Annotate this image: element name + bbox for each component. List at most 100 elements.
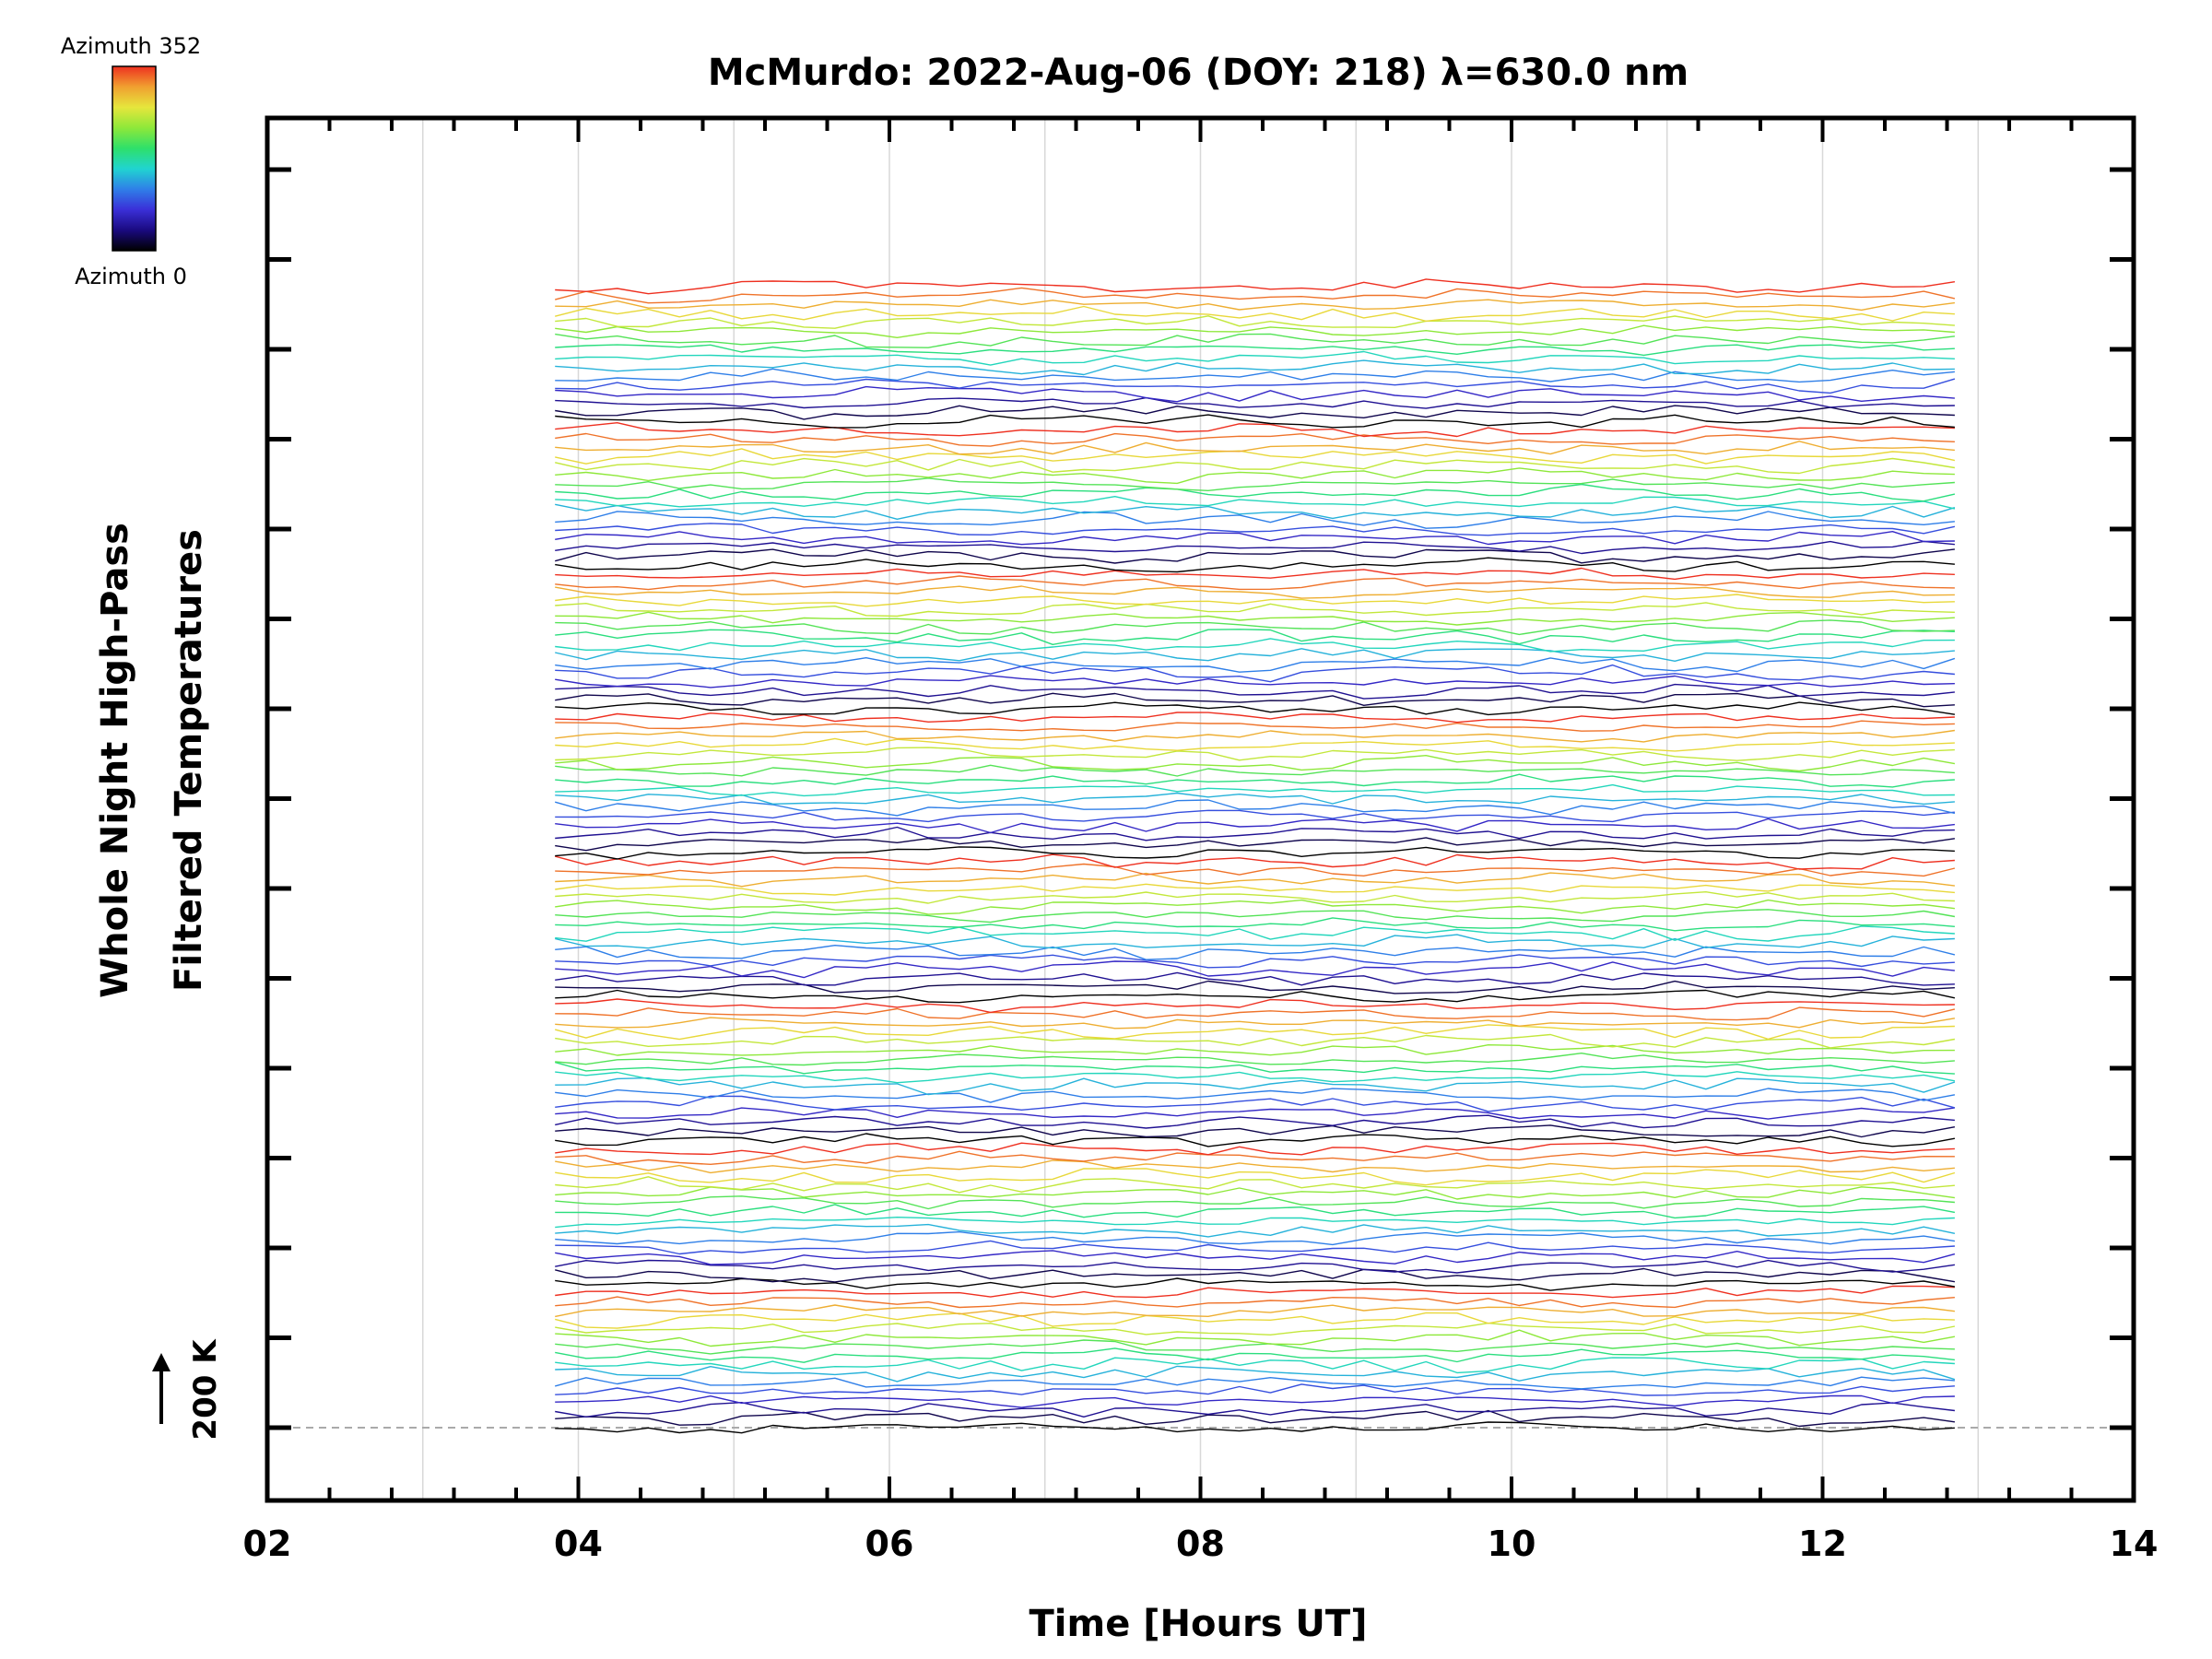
trace-line (555, 944, 1956, 960)
trace-line (555, 1322, 1956, 1336)
trace-line (555, 1142, 1955, 1156)
trace-line (555, 378, 1956, 394)
trace-line (555, 899, 1955, 915)
trace-line (555, 891, 1955, 904)
trace-line (555, 315, 1955, 329)
trace-line (555, 414, 1955, 429)
trace-line (555, 1168, 1956, 1186)
x-tick-label: 08 (1176, 1524, 1225, 1564)
trace-line (555, 1394, 1955, 1408)
trace-line (555, 432, 1955, 447)
trace-line (555, 1259, 1956, 1274)
trace-line (555, 1107, 1956, 1120)
trace-line (555, 1365, 1956, 1382)
axis-ticks (265, 118, 2136, 1500)
trace-line (555, 883, 1955, 896)
trace-line (555, 1347, 1955, 1363)
trace-line (555, 531, 1955, 546)
trace-line (555, 422, 1955, 438)
trace-line (555, 1285, 1955, 1299)
trace-line (555, 998, 1955, 1014)
trace-line (555, 729, 1955, 743)
trace-line (555, 299, 1955, 312)
reference-scale-arrowhead (152, 1353, 171, 1371)
trace-line (555, 692, 1955, 708)
trace-line (555, 523, 1956, 536)
trace-line (555, 448, 1956, 465)
trace-line (555, 1277, 1956, 1291)
trace-line (555, 333, 1955, 348)
trace-line (555, 701, 1956, 716)
trace-line (555, 980, 1955, 994)
trace-line (555, 1267, 1956, 1283)
colorbar-top-label: Azimuth 352 (61, 33, 201, 59)
trace-line (555, 1095, 1956, 1112)
trace-line (555, 305, 1955, 323)
trace-line (555, 1329, 1956, 1347)
x-tick-label: 10 (1488, 1524, 1536, 1564)
trace-line (555, 1376, 1955, 1390)
trace-line (555, 1176, 1955, 1194)
trace-line (555, 783, 1955, 797)
trace-line (555, 1186, 1955, 1200)
trace-line (555, 1401, 1955, 1418)
colorbar-bottom-label: Azimuth 0 (75, 264, 187, 289)
trace-line (555, 540, 1955, 555)
trace-line (555, 675, 1955, 688)
trace-line (555, 683, 1955, 700)
trace-line (555, 1052, 1955, 1066)
trace-line (555, 1204, 1956, 1219)
trace-line (555, 441, 1955, 455)
trace-line (555, 1421, 1955, 1434)
trace-line (555, 1223, 1956, 1238)
trace-line (555, 1133, 1956, 1147)
trace-line (555, 934, 1955, 949)
trace-line (555, 1296, 1955, 1309)
trace-line (555, 1195, 1955, 1210)
trace-line (555, 1383, 1955, 1396)
trace-line (555, 1114, 1955, 1129)
trace-line (555, 872, 1955, 888)
trace-line (555, 1216, 1955, 1229)
trace-line (555, 1339, 1955, 1355)
x-tick-label: 02 (243, 1524, 292, 1564)
trace-line (555, 792, 1955, 806)
trace-line (555, 496, 1956, 510)
trace-line (555, 720, 1955, 732)
trace-line (555, 1088, 1956, 1103)
trace-line (555, 1240, 1955, 1255)
trace-line (555, 278, 1956, 295)
trace-line (555, 1071, 1956, 1084)
x-axis-label: Time [Hours UT] (1030, 1603, 1368, 1645)
trace-line (555, 511, 1955, 529)
trace-line (555, 287, 1956, 304)
trace-line (555, 405, 1955, 420)
y-axis-label-line2: Filtered Temperatures (168, 529, 210, 992)
trace-line (555, 396, 1955, 409)
trace-line (555, 863, 1956, 877)
trace-line (555, 960, 1955, 979)
trace-line (555, 764, 1955, 777)
trace-line (555, 1159, 1955, 1174)
trace-line (555, 818, 1955, 834)
trace-line (555, 602, 1955, 618)
trace-line (555, 457, 1956, 475)
trace-line (555, 853, 1955, 870)
chart-title: McMurdo: 2022-Aug-06 (DOY: 218) λ=630.0 … (708, 52, 1688, 94)
trace-line (555, 350, 1955, 366)
trace-line (555, 648, 1955, 662)
trace-line (555, 755, 1956, 772)
trace-line (555, 1006, 1956, 1021)
trace-line (555, 837, 1956, 852)
trace-layer (555, 278, 1956, 1434)
trace-line (555, 809, 1955, 823)
trace-line (555, 503, 1956, 520)
trace-line (555, 1061, 1955, 1075)
reference-scale-label: 200 K (187, 1338, 224, 1441)
trace-line (555, 629, 1955, 645)
trace-line (555, 1250, 1956, 1265)
trace-line (555, 1033, 1956, 1049)
trace-line (555, 773, 1955, 788)
trace-line (555, 989, 1956, 1004)
